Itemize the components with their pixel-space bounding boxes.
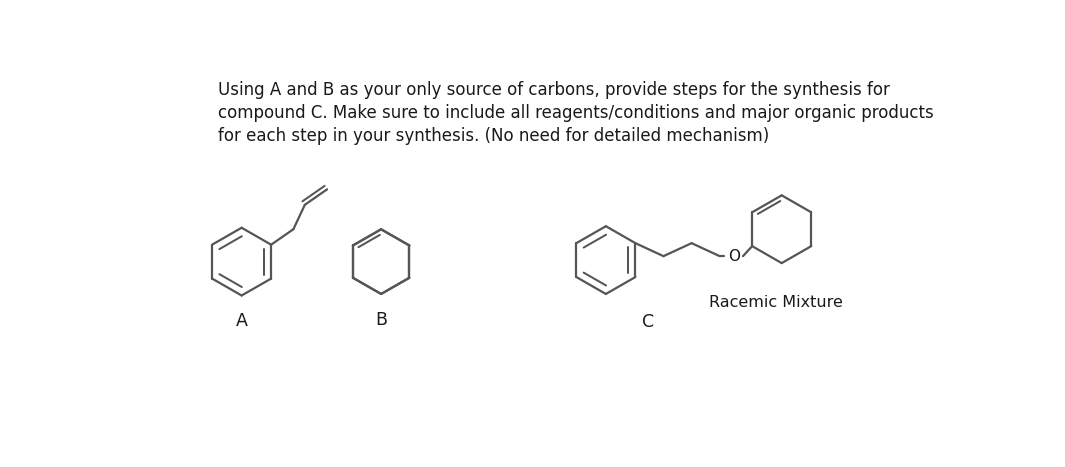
Text: C: C	[642, 313, 655, 331]
Text: for each step in your synthesis. (No need for detailed mechanism): for each step in your synthesis. (No nee…	[218, 127, 770, 145]
Text: O: O	[727, 248, 740, 264]
Text: A: A	[235, 312, 247, 331]
Text: Racemic Mixture: Racemic Mixture	[709, 295, 843, 310]
Text: B: B	[375, 311, 387, 329]
Text: compound C. Make sure to include all reagents/conditions and major organic produ: compound C. Make sure to include all rea…	[218, 104, 934, 122]
Text: Using A and B as your only source of carbons, provide steps for the synthesis fo: Using A and B as your only source of car…	[218, 81, 890, 99]
